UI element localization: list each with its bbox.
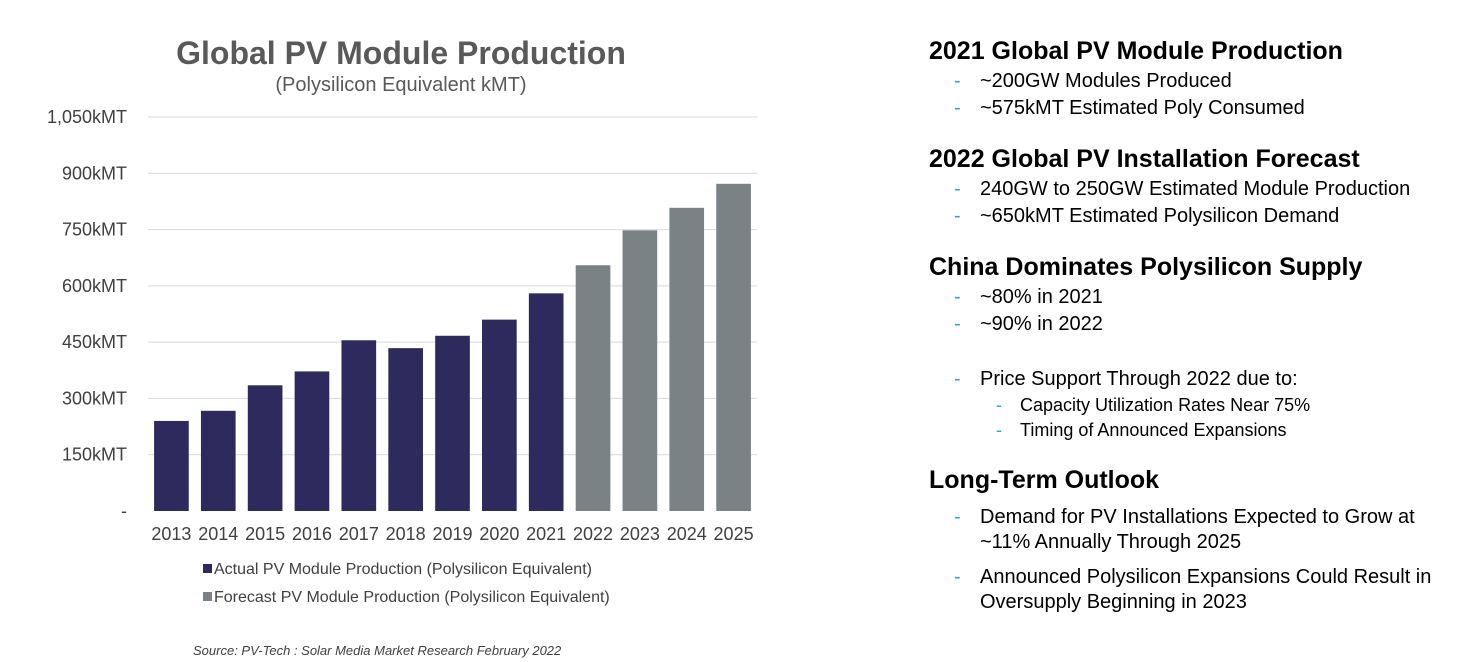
x-tick-label: 2014 xyxy=(198,524,238,544)
bar-2021 xyxy=(528,293,564,511)
chart-panel: Global PV Module Production (Polysilicon… xyxy=(47,35,757,658)
dash-bullet-icon: - xyxy=(954,368,961,390)
bullet-item: - ~200GW Modules Produced xyxy=(954,68,1469,95)
legend-label-forecast: Forecast PV Module Production (Polysilic… xyxy=(214,589,610,606)
x-tick-label: 2020 xyxy=(479,524,519,544)
chart-subtitle: (Polysilicon Equivalent kMT) xyxy=(275,74,526,96)
bullet-text: Announced Polysilicon Expansions Could R… xyxy=(980,566,1432,613)
bar-2019 xyxy=(435,335,470,511)
dash-bullet-icon: - xyxy=(996,395,1002,415)
bar-2014 xyxy=(200,410,236,511)
y-tick-label: 600kMT xyxy=(62,276,127,296)
bullet-item: - ~80% in 2021 xyxy=(954,284,1469,311)
section-china-supply: China Dominates Polysilicon Supply - ~80%… xyxy=(929,252,1469,443)
bullet-item: - ~90% in 2022 xyxy=(954,311,1469,338)
x-axis-ticks: 2013 2014 2015 2016 2017 2018 2019 2020 2021 2022… xyxy=(151,524,753,544)
source-note: Source: PV-Tech : Solar Media Market Res… xyxy=(193,643,562,658)
y-tick-label: - xyxy=(121,501,127,521)
y-tick-label: 750kMT xyxy=(62,220,127,240)
dash-bullet-icon: - xyxy=(954,178,961,200)
section-2021-production: 2021 Global PV Module Production - ~200GW… xyxy=(929,36,1469,122)
bullet-text: Timing of Announced Expansions xyxy=(1020,420,1287,440)
bullet-item: - ~575kMT Estimated Poly Consumed xyxy=(954,95,1469,122)
legend-swatch-actual xyxy=(203,564,212,573)
chart-title: Global PV Module Production xyxy=(176,35,626,71)
sub-bullet-item: - Timing of Announced Expansions xyxy=(996,418,1469,443)
bars xyxy=(154,183,751,512)
legend-swatch-forecast xyxy=(203,592,212,601)
bullet-text: ~575kMT Estimated Poly Consumed xyxy=(980,97,1305,119)
dash-bullet-icon: - xyxy=(954,313,961,335)
bar-2024 xyxy=(669,207,705,511)
section-heading: Long-Term Outlook xyxy=(929,466,1160,494)
bar-2016 xyxy=(294,371,330,511)
legend-label-actual: Actual PV Module Production (Polysilicon… xyxy=(214,561,592,578)
x-tick-label: 2018 xyxy=(386,524,426,544)
y-tick-label: 450kMT xyxy=(62,332,127,352)
x-tick-label: 2015 xyxy=(245,524,285,544)
bar-2020 xyxy=(482,319,517,511)
section-2022-forecast: 2022 Global PV Installation Forecast -24… xyxy=(929,144,1469,230)
bar-2017 xyxy=(341,340,377,511)
x-tick-label: 2019 xyxy=(432,524,472,544)
bullet-text: ~650kMT Estimated Polysilicon Demand xyxy=(980,205,1340,227)
section-heading: 2021 Global PV Module Production xyxy=(929,37,1343,65)
bullet-text: ~80% in 2021 xyxy=(980,286,1103,308)
x-tick-label: 2025 xyxy=(714,524,754,544)
x-tick-label: 2016 xyxy=(292,524,332,544)
bullet-item: - Announced Polysilicon Expansions Could … xyxy=(954,565,1469,615)
y-tick-label: 1,050kMT xyxy=(47,107,127,127)
section-long-term-outlook: Long-Term Outlook - Demand for PV Install… xyxy=(929,465,1469,615)
y-tick-label: 300kMT xyxy=(62,388,127,408)
bullet-item: - ~650kMT Estimated Polysilicon Demand xyxy=(954,203,1469,230)
bar-2023 xyxy=(622,230,658,511)
section-heading: 2022 Global PV Installation Forecast xyxy=(929,145,1360,173)
spacer xyxy=(929,338,1469,366)
y-axis-ticks: - 150kMT 300kMT 450kMT 600kMT 750kMT 900kMT 1,0… xyxy=(47,107,127,521)
x-tick-label: 2022 xyxy=(573,524,613,544)
x-tick-label: 2024 xyxy=(667,524,707,544)
x-tick-label: 2017 xyxy=(339,524,379,544)
bullet-item: -240GW to 250GW Estimated Module Product… xyxy=(954,176,1469,203)
bullet-text: 240GW to 250GW Estimated Module Producti… xyxy=(980,178,1411,200)
dash-bullet-icon: - xyxy=(954,97,961,119)
bar-2015 xyxy=(247,385,283,511)
dash-bullet-icon: - xyxy=(954,205,961,227)
bullet-text: Demand for PV Installations Expected to … xyxy=(980,506,1415,553)
x-tick-label: 2013 xyxy=(151,524,191,544)
bar-2025 xyxy=(716,183,751,512)
bullet-item: - Price Support Through 2022 due to: xyxy=(954,366,1469,393)
bullet-item: - Demand for PV Installations Expected to… xyxy=(954,505,1469,555)
bullet-text: Capacity Utilization Rates Near 75% xyxy=(1020,395,1311,415)
y-tick-label: 150kMT xyxy=(62,445,127,465)
dash-bullet-icon: - xyxy=(954,566,961,588)
bar-2013 xyxy=(154,420,189,511)
bullet-text: Price Support Through 2022 due to: xyxy=(980,368,1298,390)
bullet-text: ~200GW Modules Produced xyxy=(980,70,1232,92)
sub-bullet-item: - Capacity Utilization Rates Near 75% xyxy=(996,393,1469,418)
dash-bullet-icon: - xyxy=(954,286,961,308)
x-tick-label: 2021 xyxy=(526,524,566,544)
bar-2022 xyxy=(575,265,611,511)
x-tick-label: 2023 xyxy=(620,524,660,544)
production-bar-chart: Global PV Module Production (Polysilicon… xyxy=(47,35,757,658)
notes-panel: 2021 Global PV Module Production - ~200GW… xyxy=(929,36,1469,637)
legend: Actual PV Module Production (Polysilicon… xyxy=(203,561,610,606)
section-heading: China Dominates Polysilicon Supply xyxy=(929,253,1363,281)
dash-bullet-icon: - xyxy=(954,506,961,528)
dash-bullet-icon: - xyxy=(954,70,961,92)
bullet-text: ~90% in 2022 xyxy=(980,313,1103,335)
bar-2018 xyxy=(388,348,423,511)
dash-bullet-icon: - xyxy=(996,420,1002,440)
y-tick-label: 900kMT xyxy=(62,163,127,183)
